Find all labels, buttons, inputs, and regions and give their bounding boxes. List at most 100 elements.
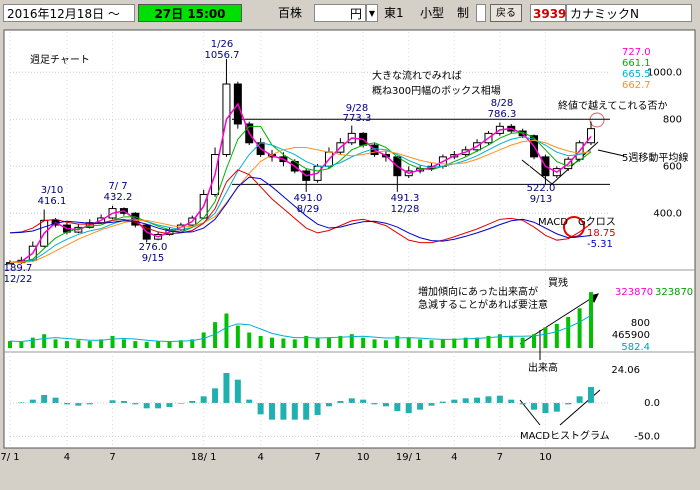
x-tick-label: 18/ 1	[191, 452, 217, 463]
market: 東1	[384, 6, 404, 20]
histogram-bar	[18, 402, 25, 403]
histogram-bar	[451, 399, 458, 403]
annotation: 9/15	[142, 253, 164, 264]
y-tick-label: 1000.0	[647, 67, 682, 78]
annotation: 786.3	[488, 109, 517, 120]
histogram-bar	[303, 403, 310, 420]
dropdown[interactable]: ▼	[366, 4, 378, 22]
histogram-bar	[553, 403, 560, 412]
histogram-bar	[109, 400, 116, 403]
histogram-bar	[291, 403, 298, 420]
blank-box	[476, 4, 486, 22]
ma-last-label: 727.0	[622, 47, 651, 58]
histogram-bar	[120, 401, 127, 403]
ma-last-label: 661.1	[622, 58, 651, 69]
annotation: 終値で越えてこれる否か	[558, 99, 668, 112]
volume-bar	[372, 339, 377, 348]
histogram-bar	[189, 401, 196, 403]
histogram-bar	[439, 401, 446, 403]
volume-bar	[30, 337, 35, 348]
volume-bar	[213, 322, 218, 348]
annotation: MACDヒストグラム	[520, 429, 610, 442]
volume-last: 323870	[655, 287, 693, 298]
volume-side-label: 465900	[612, 330, 650, 341]
volume-bar	[543, 327, 548, 348]
histogram-tick: -50.0	[634, 431, 660, 442]
histogram-tick: 0.0	[644, 398, 660, 409]
histogram-bar	[75, 403, 82, 406]
annotation: 増加傾向にあった出来高が	[418, 285, 538, 298]
volume-bar	[258, 335, 263, 348]
histogram-bar	[132, 403, 139, 405]
annotation: 12/22	[4, 274, 33, 285]
histogram-bar	[417, 403, 424, 410]
annotation: MACD Gクロス	[538, 216, 616, 228]
volume-bar	[167, 341, 172, 348]
histogram-bar	[337, 401, 344, 403]
volume-bar	[304, 335, 309, 348]
volume-bar	[532, 334, 537, 348]
y-tick-label: 600	[663, 161, 682, 172]
x-tick-label: 7/ 1	[0, 452, 19, 463]
macd-last-label: -5.31	[587, 239, 613, 250]
macd-line	[9, 169, 592, 244]
annotation: 7/ 7	[108, 181, 127, 192]
histogram-bar	[212, 388, 219, 403]
annotation: 5週移動平均線	[622, 151, 688, 164]
moving-average	[9, 102, 592, 264]
volume-bar	[201, 332, 206, 348]
histogram-bar	[246, 399, 253, 403]
histogram-bar	[86, 403, 93, 405]
volume-bar	[190, 339, 195, 348]
x-tick-label: 10	[539, 452, 552, 463]
histogram-bar	[360, 399, 367, 403]
volume-bar	[315, 337, 320, 348]
volume-bar	[566, 316, 571, 348]
annotation: 買残	[548, 276, 568, 289]
volume-bar	[292, 339, 297, 348]
plot-frame	[3, 29, 696, 449]
histogram-bar	[428, 403, 435, 406]
volume-bar	[361, 337, 366, 348]
histogram-bar	[576, 396, 583, 403]
currency[interactable]: 円	[314, 4, 366, 22]
volume-bar	[338, 335, 343, 348]
volume-bar	[87, 341, 92, 348]
volume-bar	[589, 292, 593, 348]
volume-bar	[418, 339, 423, 348]
histogram-bar	[565, 403, 572, 405]
volume-bar	[554, 323, 559, 348]
histogram-bar	[234, 379, 241, 403]
histogram-bar	[29, 399, 36, 403]
macd-line	[9, 176, 592, 242]
time[interactable]: 27日 15:00	[138, 4, 242, 22]
volume-bar	[326, 337, 331, 348]
x-tick-label: 19/ 1	[396, 452, 422, 463]
histogram-bar	[200, 396, 207, 403]
volume-bar	[520, 337, 525, 348]
chart-title: 週足チャート	[30, 54, 90, 66]
volume-bar	[121, 339, 126, 348]
volume-bar	[19, 341, 24, 348]
volume-bar	[64, 341, 69, 348]
macd-last-label: 18.75	[587, 228, 616, 239]
histogram-bar	[280, 403, 287, 420]
volume-bar	[247, 332, 252, 348]
volume-bar	[429, 340, 434, 348]
annotation: 491.0	[294, 193, 323, 204]
moving-average	[9, 139, 592, 264]
ma-last-label: 665.5	[622, 69, 651, 80]
back-button[interactable]: 戻る	[490, 4, 522, 22]
volume-bar	[406, 337, 411, 348]
volume-bar	[144, 341, 149, 348]
annotation: 522.0	[527, 183, 556, 194]
histogram-bar	[269, 403, 276, 420]
ma-last-label: 662.7	[622, 80, 651, 91]
histogram-bar	[508, 399, 515, 403]
annotation: 432.2	[104, 192, 133, 203]
volume-bar	[452, 338, 457, 348]
volume-bar	[53, 339, 58, 348]
volume-bar	[99, 339, 104, 348]
annotation: 9/28	[346, 103, 368, 114]
